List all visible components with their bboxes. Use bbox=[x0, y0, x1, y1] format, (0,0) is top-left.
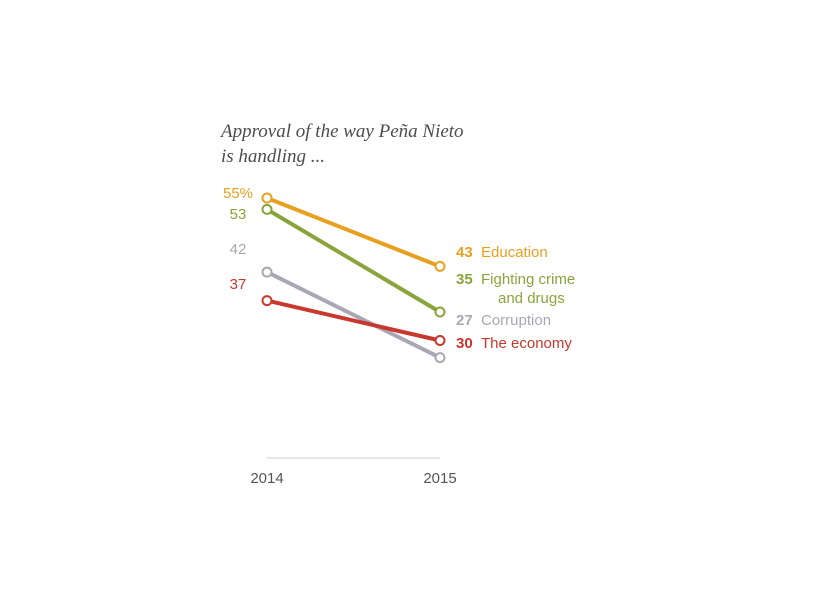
point-2014-the-economy bbox=[261, 295, 273, 307]
point-2015-education bbox=[434, 260, 446, 272]
end-value-label-fighting-crime-and-drugs: 35 bbox=[456, 271, 473, 288]
series-name-label-the-economy: The economy bbox=[481, 335, 572, 352]
series-line-fighting-crime-and-drugs bbox=[265, 207, 442, 314]
point-2014-education bbox=[261, 192, 273, 204]
series-line-corruption bbox=[265, 270, 442, 360]
series-name-label-education: Education bbox=[481, 244, 548, 261]
end-value-label-corruption: 27 bbox=[456, 312, 473, 329]
series-name-label-corruption: Corruption bbox=[481, 312, 551, 329]
chart-title-line-2: is handling ... bbox=[221, 146, 325, 167]
point-2014-corruption bbox=[261, 266, 273, 278]
end-value-label-the-economy: 30 bbox=[456, 335, 473, 352]
start-value-label-fighting-crime-and-drugs: 53 bbox=[230, 206, 247, 223]
start-value-label-corruption: 42 bbox=[230, 241, 247, 258]
point-2015-fighting-crime-and-drugs bbox=[434, 306, 446, 318]
start-value-label-the-economy: 37 bbox=[230, 276, 247, 293]
end-value-label-education: 43 bbox=[456, 244, 473, 261]
series-line-the-economy bbox=[265, 298, 442, 343]
point-2015-the-economy bbox=[434, 335, 446, 346]
x-tick-label-2015: 2015 bbox=[423, 470, 456, 487]
x-tick-label-2014: 2014 bbox=[250, 470, 283, 487]
point-2015-corruption bbox=[434, 352, 446, 364]
series-line-education bbox=[265, 196, 442, 269]
series-name-label-fighting-crime-and-drugs-line-2: and drugs bbox=[498, 290, 565, 307]
series-name-label-fighting-crime-and-drugs: Fighting crime bbox=[481, 271, 575, 288]
chart-title: Approval of the way Peña Nieto is handli… bbox=[221, 119, 561, 169]
chart-title-line-1: Approval of the way Peña Nieto bbox=[221, 121, 464, 142]
point-2014-fighting-crime-and-drugs bbox=[261, 203, 273, 215]
start-value-label-education: 55% bbox=[223, 185, 253, 202]
